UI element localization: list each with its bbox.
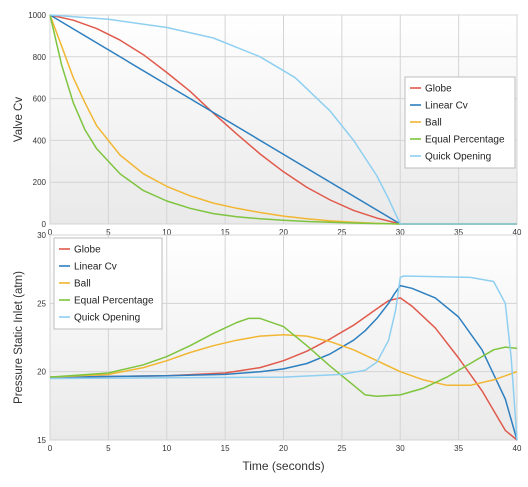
- legend-label: Linear Cv: [74, 262, 117, 273]
- x-tick-label: 30: [396, 444, 405, 453]
- x-tick-label: 25: [337, 444, 346, 453]
- x-tick-label: 5: [106, 444, 111, 453]
- x-tick-label: 20: [279, 228, 288, 237]
- series-line-globe: [49, 297, 518, 441]
- y-tick-label: 400: [33, 136, 47, 145]
- y-tick-label: 30: [37, 231, 46, 240]
- y-tick-label: 25: [37, 299, 46, 308]
- legend-box: [404, 76, 516, 169]
- y-tick-label: 600: [33, 95, 47, 104]
- x-tick-label: 0: [48, 444, 53, 453]
- legend-label: Globe: [425, 84, 452, 95]
- legend-label: Equal Percentage: [74, 296, 154, 307]
- x-tick-label: 5: [106, 228, 111, 237]
- x-tick-label: 35: [454, 444, 463, 453]
- series-line-equal-percentage: [49, 14, 517, 225]
- series-line-ball: [49, 334, 518, 387]
- legend: Globe Linear Cv Ball Equal Percentage Quick …: [404, 76, 516, 169]
- series-line-equal-percentage: [49, 317, 518, 398]
- legend-label: Quick Opening: [74, 313, 140, 324]
- y-tick-label: 0: [42, 220, 47, 229]
- x-tick-label: 0: [48, 228, 53, 237]
- legend-box: [53, 237, 163, 330]
- legend-label: Ball: [74, 279, 91, 290]
- x-tick-label: 10: [162, 228, 171, 237]
- legend-label: Globe: [74, 245, 101, 256]
- y-axis-label: Pressure Static Inlet (atm): [13, 271, 25, 404]
- x-tick-label: 10: [162, 444, 171, 453]
- x-axis-label: Time (seconds): [242, 459, 324, 473]
- x-tick-label: 20: [279, 444, 288, 453]
- x-tick-label: 40: [513, 444, 522, 453]
- x-tick-label: 30: [396, 228, 405, 237]
- x-tick-label: 15: [221, 228, 230, 237]
- y-tick-label: 20: [37, 368, 46, 377]
- y-tick-label: 15: [37, 436, 46, 445]
- legend-label: Quick Opening: [425, 152, 491, 163]
- y-axis-label: Valve Cv: [13, 97, 25, 142]
- x-tick-label: 40: [513, 228, 522, 237]
- series-line-quick-opening: [49, 275, 518, 441]
- x-tick-label: 25: [337, 228, 346, 237]
- legend-label: Linear Cv: [425, 101, 468, 112]
- series-line-quick-opening: [49, 14, 517, 225]
- series-line-globe: [49, 14, 517, 225]
- legend-label: Equal Percentage: [425, 135, 505, 146]
- series-line-linear-cv: [49, 284, 518, 441]
- y-tick-label: 1000: [28, 11, 46, 20]
- y-tick-label: 200: [33, 178, 47, 187]
- x-tick-label: 35: [454, 228, 463, 237]
- chart-panel-2: 0 5 10 15 20 25 30 35 40 15 20 25 30 Pressure Static …: [13, 231, 522, 473]
- legend: Globe Linear Cv Ball Equal Percentage Quick …: [53, 237, 163, 330]
- legend-label: Ball: [425, 118, 442, 129]
- x-tick-label: 15: [221, 444, 230, 453]
- y-tick-label: 800: [33, 53, 47, 62]
